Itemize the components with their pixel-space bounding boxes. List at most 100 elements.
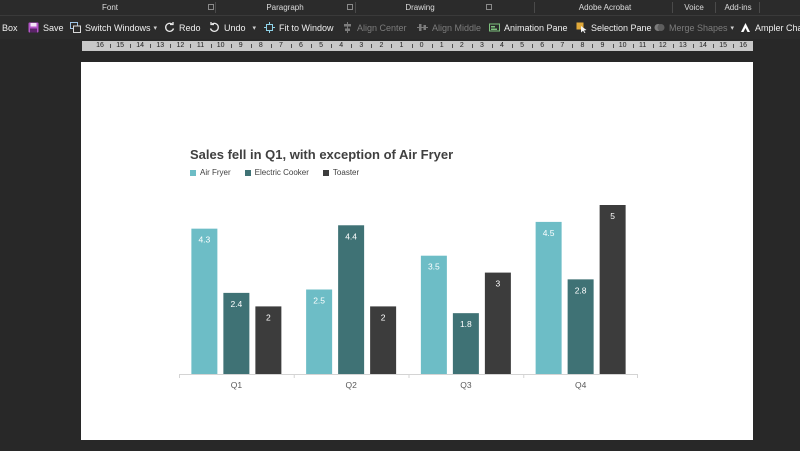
data-label: 4.5 [543,228,555,238]
ruler-hash-mark [552,44,554,48]
ruler-tick-label: 9 [238,42,243,49]
ruler-hash-mark [692,44,694,48]
ampler-button[interactable]: Ampler Cha [740,16,800,39]
data-label: 1.8 [460,319,472,329]
group-divider [672,2,673,13]
fit-to-window-label: Fit to Window [279,22,334,33]
ruler-hash-mark [471,44,473,48]
bar-q3-1[interactable] [452,313,479,374]
bar-q3-0[interactable] [420,255,447,374]
align-middle-button[interactable]: Align Middle [417,16,481,39]
chevron-down-icon[interactable]: ▾ [252,24,257,32]
group-voice: Voice [684,3,704,12]
bar-q1-1[interactable] [223,292,250,374]
ruler-hash-mark [150,44,152,48]
redo-label: Redo [179,22,201,33]
ruler-tick-label: 6 [299,42,303,49]
ruler-tick-label: 10 [216,42,225,49]
align-middle-label: Align Middle [432,22,482,33]
align-center-button[interactable]: Align Center [342,16,407,39]
merge-shapes-icon [654,24,665,31]
bar-chart[interactable]: 4.3 2.4 2 Q1 2.5 4.4 2 Q2 3.5 1.8 3 Q3 4.5 2.8 5 Q4 [81,62,753,440]
slide-canvas[interactable]: Sales fell in Q1, with exception of Air … [81,62,753,440]
legend-swatch [244,169,251,176]
bar-q4-0[interactable] [535,221,562,374]
chevron-down-icon[interactable]: ▾ [730,24,735,32]
merge-shapes-button[interactable]: Merge Shapes ▾ [654,16,734,39]
save-label: Save [43,22,64,33]
legend-item[interactable]: Electric Cooker [244,168,309,177]
legend-swatch [190,169,196,176]
undo-icon [209,22,219,32]
group-divider [759,2,760,13]
bar-q2-2[interactable] [370,306,397,374]
align-middle-icon [417,24,428,31]
chart-title[interactable]: Sales fell in Q1, with exception of Air … [190,147,454,162]
ruler-tick-label: 15 [116,42,124,49]
bar-q1-2[interactable] [255,306,282,374]
ruler-tick-label: 6 [540,42,545,49]
fit-to-window-button[interactable]: Fit to Window [264,16,334,39]
ruler-hash-mark [733,44,735,48]
undo-label: Undo [224,22,246,33]
x-tick-label: Q2 [345,380,357,390]
ruler-tick-label: 10 [618,42,627,49]
ruler-tick-label: 8 [580,42,585,49]
ruler-hash-mark [491,44,493,48]
merge-shapes-label: Merge Shapes [669,22,728,33]
chart-legend[interactable]: Air Fryer Electric Cooker Toaster [190,168,373,177]
undo-button[interactable]: Undo ▾ [209,16,256,39]
ruler-tick-label: 2 [459,42,464,49]
data-label: 4.3 [198,235,210,245]
data-label: 3 [496,279,501,289]
animation-pane-icon [489,23,500,32]
data-label: 2.4 [230,299,242,309]
ruler-tick-label: 9 [600,42,605,49]
selection-pane-icon [576,22,587,33]
ampler-label: Ampler Cha [755,22,800,33]
ruler-tick-label: 4 [500,42,504,49]
redo-button[interactable]: Redo [164,16,201,39]
chevron-down-icon[interactable]: ▾ [153,24,158,32]
selection-pane-button[interactable]: Selection Pane [576,16,652,39]
animation-pane-button[interactable]: Animation Pane [489,16,568,39]
bar-q2-1[interactable] [338,225,365,374]
ruler-tick-label: 8 [258,42,263,49]
ruler-hash-mark [351,44,353,48]
ruler-hash-mark [632,44,634,48]
ribbon-group-row: Font Paragraph Drawing Adobe Acrobat Voi… [0,0,800,16]
bar-q4-2[interactable] [599,205,626,374]
ruler-tick-label: 7 [560,42,565,49]
data-label: 2 [381,312,386,322]
align-center-label: Align Center [357,22,407,33]
ruler-tick-label: 1 [399,42,404,49]
bar-q3-2[interactable] [484,272,511,374]
ruler-tick-label: 5 [319,42,324,49]
quick-toolbar: Box Save Switch Windows ▾ Redo Undo ▾ Fi… [0,16,800,39]
redo-icon [165,22,175,32]
ruler-hash-mark [572,44,574,48]
text-box-button[interactable]: Box [2,16,18,39]
ruler-tick-label: 3 [479,42,484,49]
x-tick-label: Q1 [231,380,243,390]
font-dialog-launcher-icon[interactable] [208,4,214,10]
switch-windows-button[interactable]: Switch Windows ▾ [70,16,157,39]
ruler-tick-label: 0 [419,42,424,49]
group-add-ins: Add-ins [724,3,752,12]
drawing-dialog-launcher-icon[interactable] [486,4,492,10]
text-box-label: Box [2,22,18,33]
ruler-tick-label: 11 [196,42,205,49]
ruler-hash-mark [230,44,232,48]
ruler-hash-mark [672,44,674,48]
bar-q2-0[interactable] [306,289,333,375]
ruler-hash-mark [391,44,393,48]
bar-q4-1[interactable] [567,279,594,374]
legend-item[interactable]: Toaster [322,168,359,177]
bar-q1-0[interactable] [191,228,218,374]
save-button[interactable]: Save [28,16,64,39]
paragraph-dialog-launcher-icon[interactable] [347,4,353,10]
group-divider [215,2,216,13]
data-label: 5 [610,211,615,221]
horizontal-ruler[interactable]: 16 15 14 13 12 11 10 9 8 7 6 5 4 3 2 1 0 1 2 3 4 5 6 7 8 9 10 11 12 1… [82,41,753,51]
legend-item[interactable]: Air Fryer [190,168,231,177]
